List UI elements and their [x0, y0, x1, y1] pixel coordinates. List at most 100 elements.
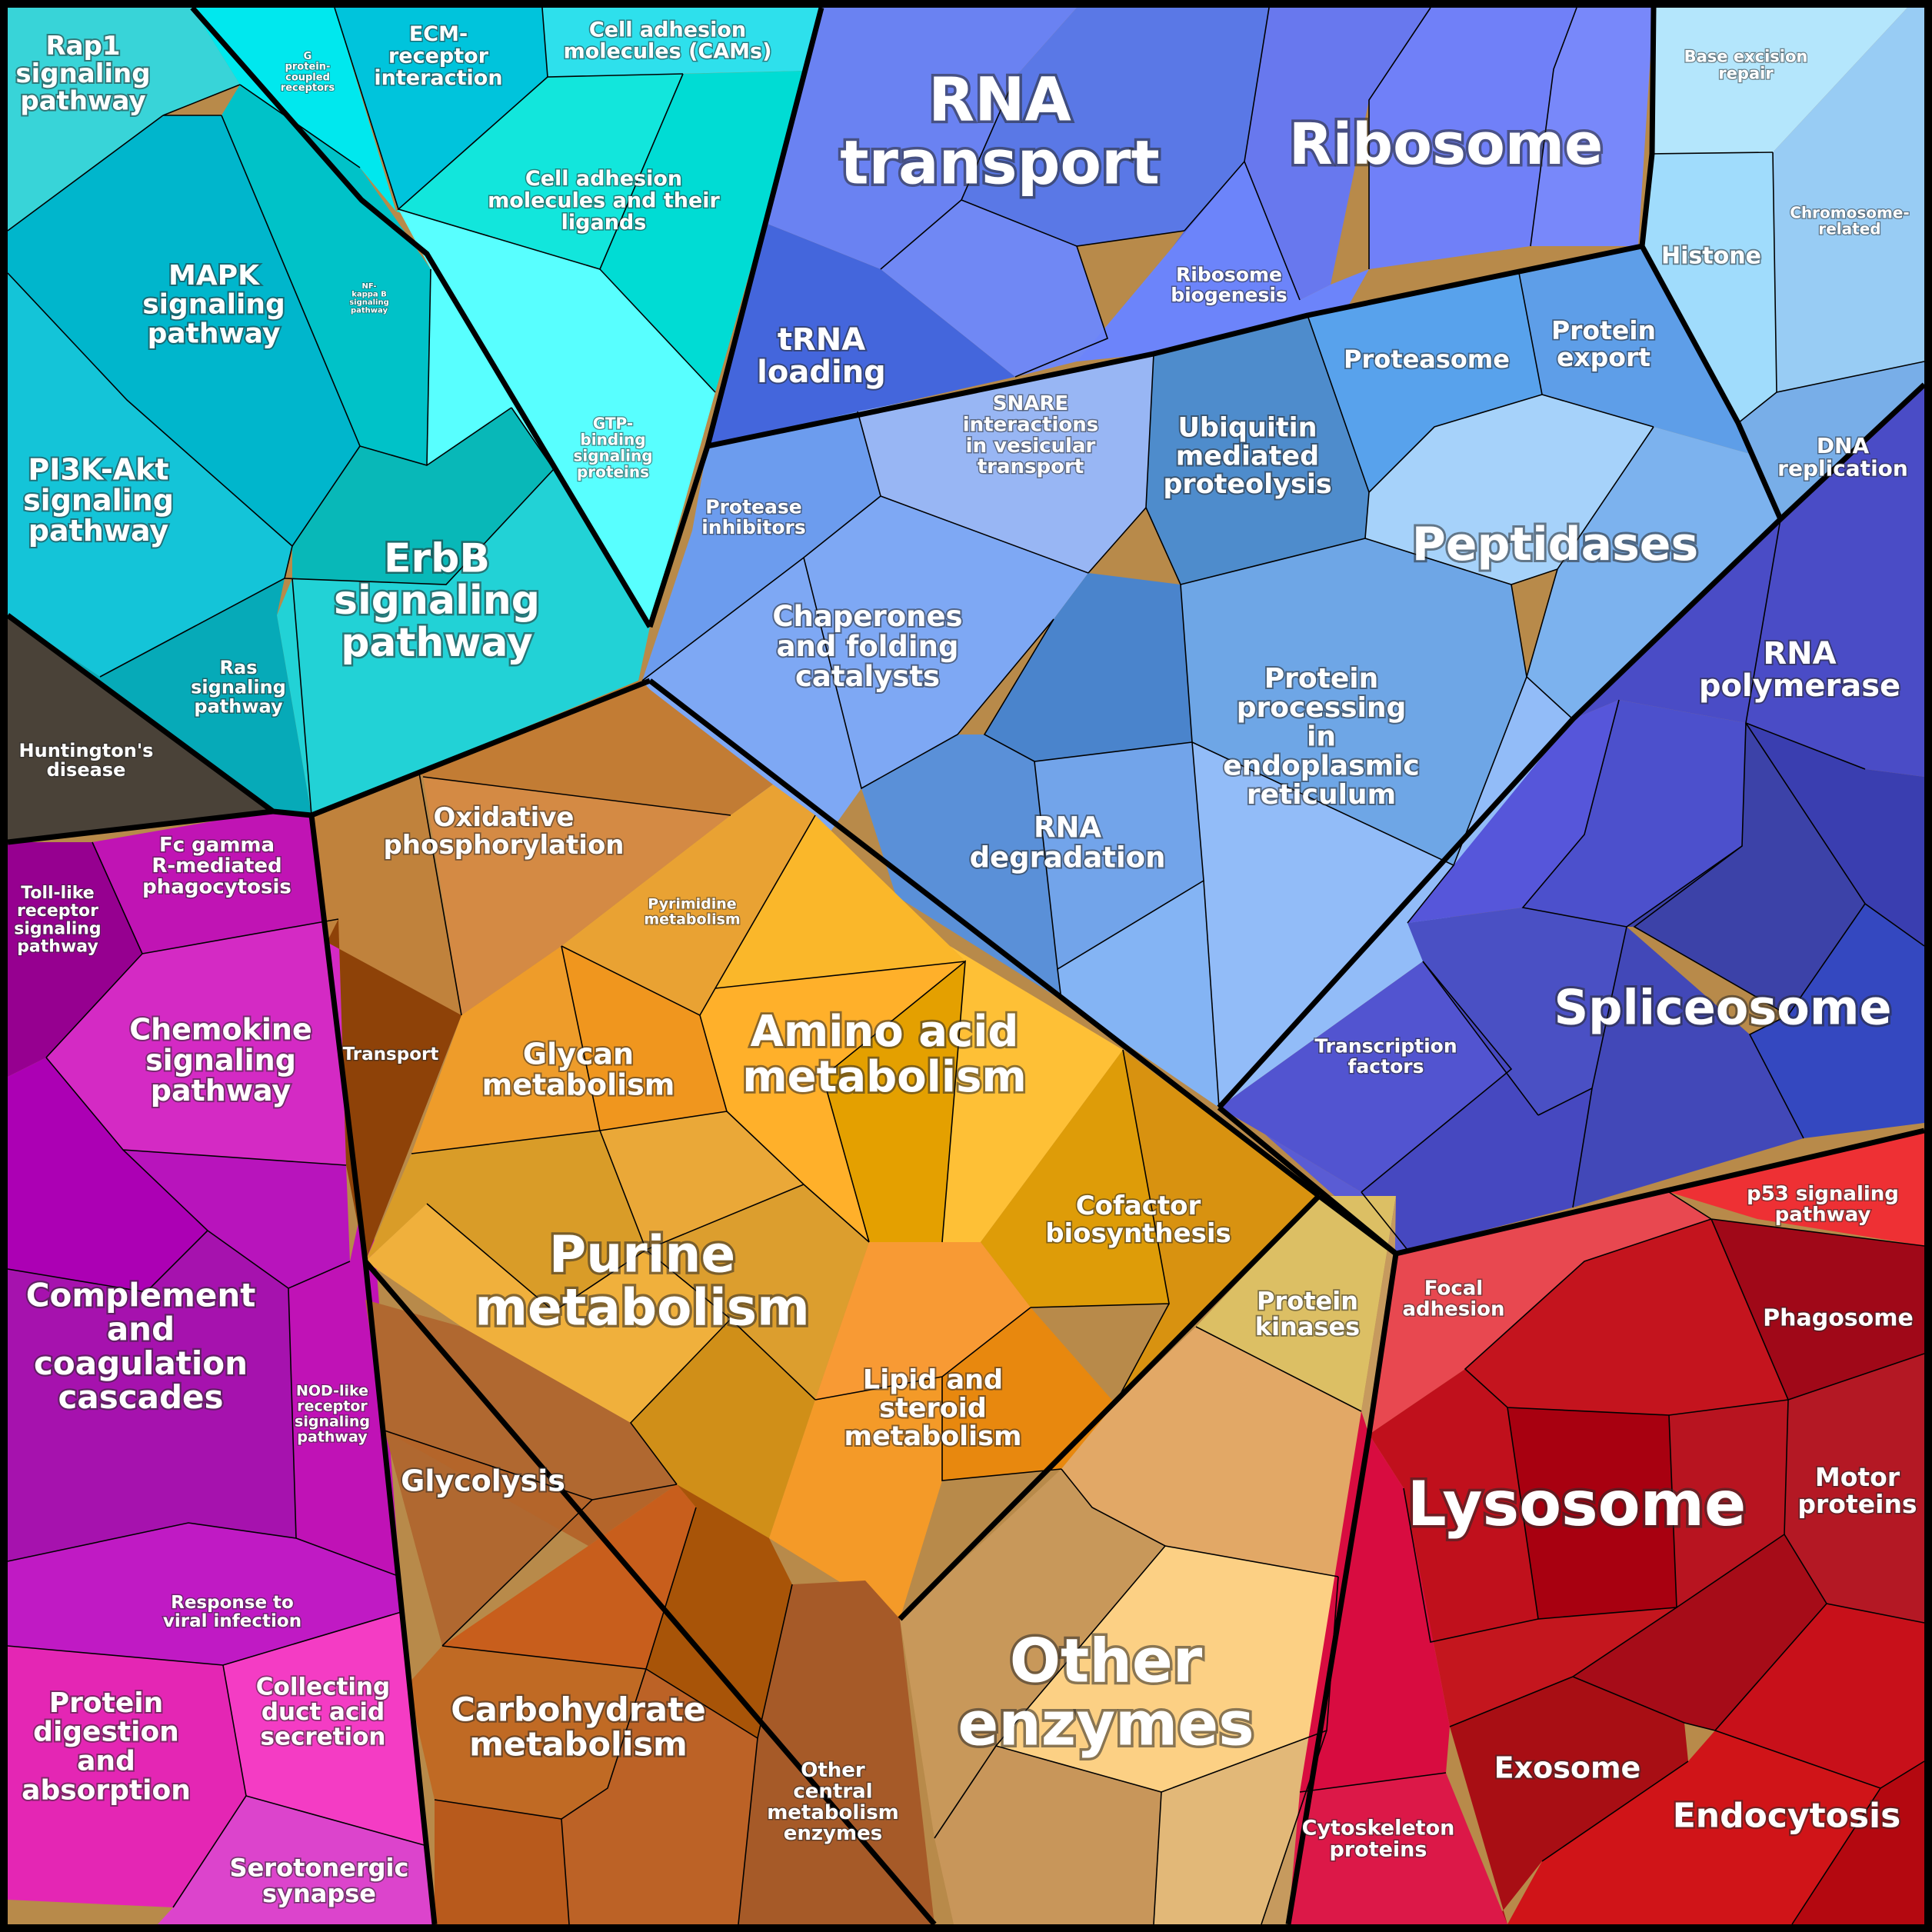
label-line: PI3K-Akt [28, 452, 168, 486]
label-protein-dig: Protein digestion and absorption [22, 1687, 191, 1806]
label-line: pathway [151, 1074, 291, 1108]
cell-tf-b [1361, 961, 1592, 1250]
label-line: coagulation [34, 1344, 248, 1382]
cell-splice-b [1523, 700, 1746, 927]
cell-carb-a [442, 1484, 696, 1669]
label-line: tRNA [778, 322, 865, 358]
label-rna-pol: RNA polymerase [1699, 636, 1900, 704]
cell-cofactor-a [981, 1050, 1169, 1307]
cell-viral [8, 1523, 404, 1665]
cell-oxphos-b [419, 681, 773, 815]
label-ras: Ras signaling pathway [191, 657, 286, 717]
cell-purine-c [646, 1184, 869, 1400]
label-line: receptors [281, 82, 335, 94]
label-line: Fc gamma [159, 834, 275, 857]
cell-other-a [900, 1469, 1165, 1838]
label-line: Phagosome [1763, 1305, 1914, 1332]
cell-ribosome-a [1244, 8, 1431, 300]
cell-proteasome [1307, 273, 1542, 492]
cell-protein-dig [8, 1646, 246, 1907]
cell-pyrimidine-a [561, 784, 815, 1015]
label-line: loading [757, 355, 886, 390]
cell-lipid-b [942, 1307, 1115, 1481]
label-line: Histone [1661, 243, 1761, 270]
label-line: pathway [1775, 1204, 1871, 1227]
label-line: pathway [341, 620, 533, 666]
label-cytoskeleton: Cytoskeleton proteins [1302, 1816, 1455, 1861]
label-line: Carbohydrate [451, 1691, 705, 1730]
label-lysosome: Lysosome [1407, 1468, 1746, 1540]
label-line: Protease [705, 496, 801, 518]
label-line: Cell adhesion [525, 167, 682, 191]
cell-rna-deg-d [1058, 881, 1219, 1108]
label-gtp: GTP-binding signaling proteins [573, 415, 652, 481]
cell-amino-c [942, 946, 1123, 1242]
label-line: interactions [963, 413, 1098, 436]
label-line: metabolism [767, 1801, 899, 1824]
label-nod: NOD-like receptor signaling pathway [295, 1383, 370, 1446]
label-line: metabolism [844, 1421, 1022, 1452]
label-line: inhibitors [701, 516, 806, 538]
cell-rap1 [8, 8, 240, 231]
cell-glycan-b [561, 946, 727, 1131]
cell-phagosome [1711, 1219, 1924, 1400]
label-line: absorption [22, 1774, 191, 1806]
cell-snare [858, 354, 1154, 573]
cell-lys-a [1465, 1219, 1788, 1415]
label-oxphos: Oxidative phosphorylation [383, 802, 624, 861]
label-line: biosynthesis [1045, 1218, 1231, 1249]
label-line: Protein [49, 1687, 163, 1719]
label-line: Motor [1815, 1462, 1900, 1492]
cell-erbb-a [292, 408, 554, 585]
label-line: Glycan [523, 1037, 634, 1071]
cell-gpcr [192, 8, 396, 212]
label-line: GTP- [593, 415, 633, 433]
cell-peptidases-b [1527, 427, 1780, 719]
label-line: signaling [295, 1414, 370, 1431]
group-signaling [8, 8, 821, 842]
cell-cytoskeleton-a [1300, 1411, 1450, 1792]
cell-oxphos-a [311, 773, 461, 1015]
group-cellular [1288, 1131, 1924, 1924]
label-line: catalysts [795, 660, 940, 693]
label-spliceosome: Spliceosome [1554, 980, 1891, 1036]
label-line: p53 signaling [1747, 1182, 1899, 1205]
label-line: interaction [374, 66, 502, 90]
label-line: signaling [349, 298, 389, 307]
cell-exosome [1450, 1677, 1688, 1924]
cell-lipid-a [815, 1242, 1031, 1400]
label-pyrimidine: Pyrimidine metabolism [644, 896, 740, 928]
label-line: Lipid and [863, 1365, 1003, 1396]
cell-other-b [1061, 1327, 1361, 1577]
label-line: proteins [577, 463, 649, 481]
label-chemokine: Chemokine signaling pathway [129, 1012, 312, 1108]
cell-nod [288, 1173, 400, 1577]
cell-gtp [398, 209, 715, 627]
cell-protease-inh [642, 411, 881, 681]
cell-cam-ligands-b [600, 71, 808, 392]
cell-splice-e [1407, 908, 1627, 1115]
label-line: Protein [1257, 1286, 1358, 1315]
label-line: Toll-like [21, 884, 94, 903]
cell-pyrimidine-b [700, 815, 965, 1015]
cell-other-c [996, 1546, 1338, 1792]
cell-rna-transport-c [881, 200, 1108, 377]
label-line: ErbB [384, 536, 490, 582]
cell-lys-b [1369, 1369, 1538, 1642]
cell-serotonergic [158, 1796, 435, 1924]
cell-splice-a [1407, 700, 1619, 923]
label-toll: Toll-like receptor signaling pathway [14, 884, 101, 956]
label-line: proteins [1797, 1489, 1917, 1519]
label-line: ligands [561, 211, 647, 235]
label-line: proteins [1330, 1838, 1427, 1862]
label-line: transport [978, 455, 1084, 478]
label-line: signaling [334, 578, 540, 624]
label-line: enzymes [958, 1690, 1254, 1759]
label-motor: Motor proteins [1797, 1462, 1917, 1519]
cell-ribosome-c [1531, 8, 1654, 246]
cell-rna-deg-a [984, 573, 1192, 761]
label-line: Focal [1424, 1277, 1483, 1300]
cell-erbb-b [277, 469, 650, 815]
label-line: related [1818, 220, 1880, 238]
